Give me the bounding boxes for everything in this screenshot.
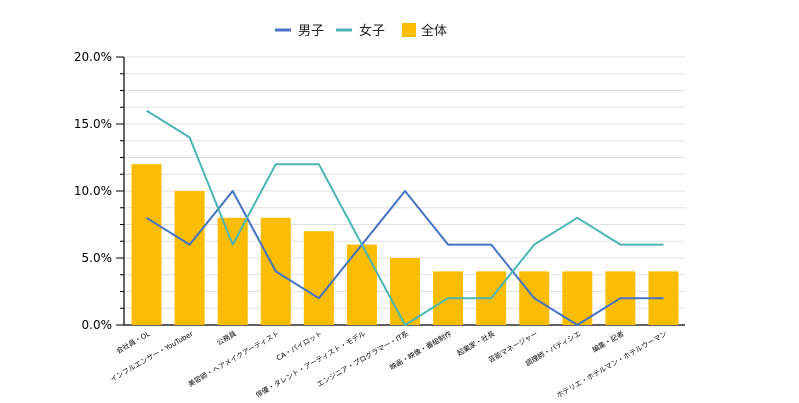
bar — [217, 217, 248, 325]
legend-label: 全体 — [421, 23, 447, 39]
x-tick-label: 会社員・OL — [115, 329, 152, 356]
y-tick-label: 10.0% — [74, 184, 112, 198]
bar — [174, 191, 205, 325]
lines-group — [145, 109, 664, 326]
series-line-男子 — [145, 190, 664, 326]
bar — [390, 258, 420, 325]
x-tick-label: 公務員 — [215, 329, 238, 347]
bar — [562, 271, 593, 325]
x-tick-label: インフルエンサー・YouTuber — [109, 330, 195, 384]
y-tick-label: 15.0% — [74, 117, 112, 131]
y-tick-label: 20.0% — [74, 50, 112, 64]
bar — [131, 164, 162, 325]
series-line-女子 — [145, 109, 664, 326]
legend-label: 男子 — [298, 24, 324, 39]
y-tick-label: 5.0% — [82, 251, 113, 265]
y-tick-label: 0.0% — [82, 318, 113, 332]
legend-swatch — [402, 23, 416, 37]
x-tick-label: 起業家・社長 — [455, 329, 496, 358]
bar — [303, 231, 334, 325]
x-tick-label: 編集・記者 — [591, 329, 626, 354]
y-axis-ticks: 0.0% 5.0% 10.0% 15.0% 20.0% — [74, 50, 112, 332]
legend: 男子 女子 全体 — [275, 23, 447, 39]
legend-label: 女子 — [359, 23, 385, 39]
bars-group — [131, 164, 679, 325]
